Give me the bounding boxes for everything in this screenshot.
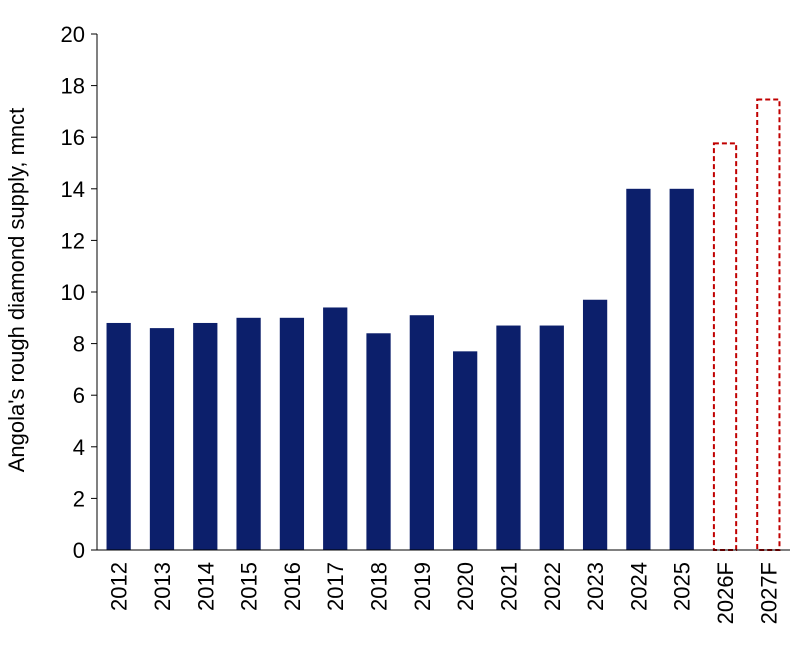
bar-2017 (323, 307, 348, 550)
bar-2024 (626, 188, 651, 551)
x-tick-label: 2017 (323, 562, 348, 611)
x-tick-label: 2014 (193, 562, 218, 611)
x-tick-label: 2026F (713, 562, 738, 624)
x-tick-label: 2012 (107, 562, 132, 611)
y-tick-label: 0 (73, 538, 85, 563)
y-axis-title: Angola's rough diamond supply, mnct (4, 108, 29, 473)
bar-2023 (582, 299, 608, 550)
bar-2018 (366, 333, 391, 550)
y-tick-label: 12 (61, 228, 85, 253)
x-tick-label: 2027F (756, 562, 781, 624)
bar-2022 (539, 325, 564, 550)
x-axis-tick-labels: 2012 2013 2014 2015 2016 2017 2018 2019 2020 2021… (107, 562, 782, 624)
bar-2025 (669, 188, 694, 551)
bar-2016 (279, 317, 305, 550)
y-tick-label: 6 (73, 383, 85, 408)
bar-2014 (193, 322, 218, 550)
y-tick-label: 8 (73, 332, 85, 357)
y-tick-label: 20 (61, 22, 85, 47)
bar-2015 (236, 317, 261, 550)
x-tick-label: 2016 (280, 562, 305, 611)
bar-2012 (106, 322, 131, 550)
y-tick-label: 14 (61, 177, 85, 202)
x-tick-label: 2019 (410, 562, 435, 611)
x-tick-label: 2018 (367, 562, 392, 611)
bar-2013 (149, 328, 175, 550)
x-tick-label: 2025 (670, 562, 695, 611)
x-tick-label: 2013 (150, 562, 175, 611)
x-tick-label: 2015 (237, 562, 262, 611)
x-tick-label: 2023 (583, 562, 608, 611)
bar-forecast-2027F (756, 98, 781, 551)
y-tick-label: 2 (73, 486, 85, 511)
y-tick-label: 10 (61, 280, 85, 305)
bar-2021 (496, 325, 521, 550)
y-axis-ticks: 0 2 4 6 8 10 12 14 16 18 20 (61, 22, 97, 563)
y-tick-label: 4 (73, 435, 85, 460)
bar-forecast-2026F (712, 142, 738, 552)
bars (106, 98, 781, 552)
x-tick-label: 2024 (626, 562, 651, 611)
bar-2020 (453, 351, 478, 550)
x-tick-label: 2022 (540, 562, 565, 611)
y-tick-label: 18 (61, 74, 85, 99)
y-tick-label: 16 (61, 125, 85, 150)
bar-2019 (409, 315, 434, 550)
x-tick-label: 2020 (453, 562, 478, 611)
x-tick-label: 2021 (496, 562, 521, 611)
